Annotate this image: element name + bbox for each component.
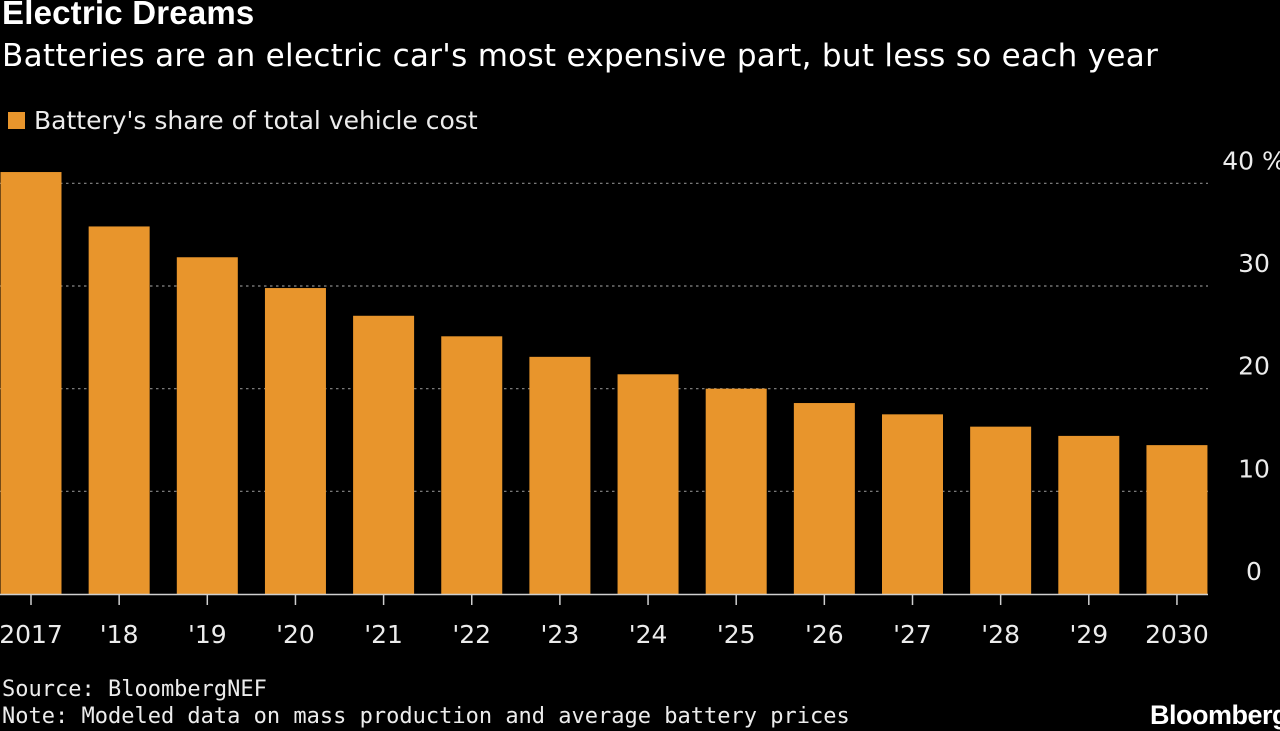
x-tick-label: '25 xyxy=(717,620,756,649)
y-tick-label: 10 xyxy=(1238,454,1270,483)
bars xyxy=(0,172,1208,595)
bar xyxy=(353,315,415,594)
y-tick-label: 30 xyxy=(1238,249,1270,278)
x-tick-label: '29 xyxy=(1069,620,1108,649)
bar xyxy=(264,288,326,594)
x-tick-label: '20 xyxy=(276,620,315,649)
bar xyxy=(1146,445,1208,594)
y-axis: 0 10 20 30 40 % xyxy=(1222,146,1280,586)
source-note: Source: BloombergNEF xyxy=(2,677,267,702)
bar xyxy=(529,356,591,594)
bloomberg-logo: Bloomberg xyxy=(1149,700,1280,730)
x-tick-label: 2017 xyxy=(0,620,63,649)
bar xyxy=(441,336,503,594)
legend: Battery's share of total vehicle cost xyxy=(8,103,478,137)
x-tick-labels: 2017 '18 '19 '20 '21 '22 '23 '24 '25 '26 '27 '28 '29… xyxy=(0,620,1209,649)
x-tick-label: '26 xyxy=(805,620,844,649)
bar xyxy=(882,414,943,594)
x-tick-label: '27 xyxy=(893,620,932,649)
bar xyxy=(970,426,1032,594)
x-tick-label: '28 xyxy=(981,620,1020,649)
x-tick-label: '24 xyxy=(629,620,668,649)
bar xyxy=(705,388,767,594)
x-tick-label: 2030 xyxy=(1145,620,1209,649)
x-tick-label: '19 xyxy=(188,620,227,649)
x-tick-label: '23 xyxy=(541,620,580,649)
bar xyxy=(793,403,855,594)
x-tick-label: '22 xyxy=(452,620,491,649)
footnote: Note: Modeled data on mass production an… xyxy=(2,704,850,729)
bar xyxy=(617,374,679,594)
x-tick-label: '21 xyxy=(364,620,403,649)
y-tick-label: 40 % xyxy=(1222,146,1280,175)
y-tick-label: 0 xyxy=(1246,557,1262,586)
bar xyxy=(88,226,150,594)
bar xyxy=(0,172,62,595)
chart-subtitle: Batteries are an electric car's most exp… xyxy=(2,38,1159,74)
legend-swatch xyxy=(8,111,25,129)
bar xyxy=(1058,435,1120,594)
chart-title: Electric Dreams xyxy=(2,0,255,31)
legend-label: Battery's share of total vehicle cost xyxy=(34,105,478,135)
x-tick-label: '18 xyxy=(100,620,139,649)
y-tick-label: 20 xyxy=(1238,352,1270,381)
x-axis xyxy=(0,593,1208,605)
bar xyxy=(176,257,238,594)
